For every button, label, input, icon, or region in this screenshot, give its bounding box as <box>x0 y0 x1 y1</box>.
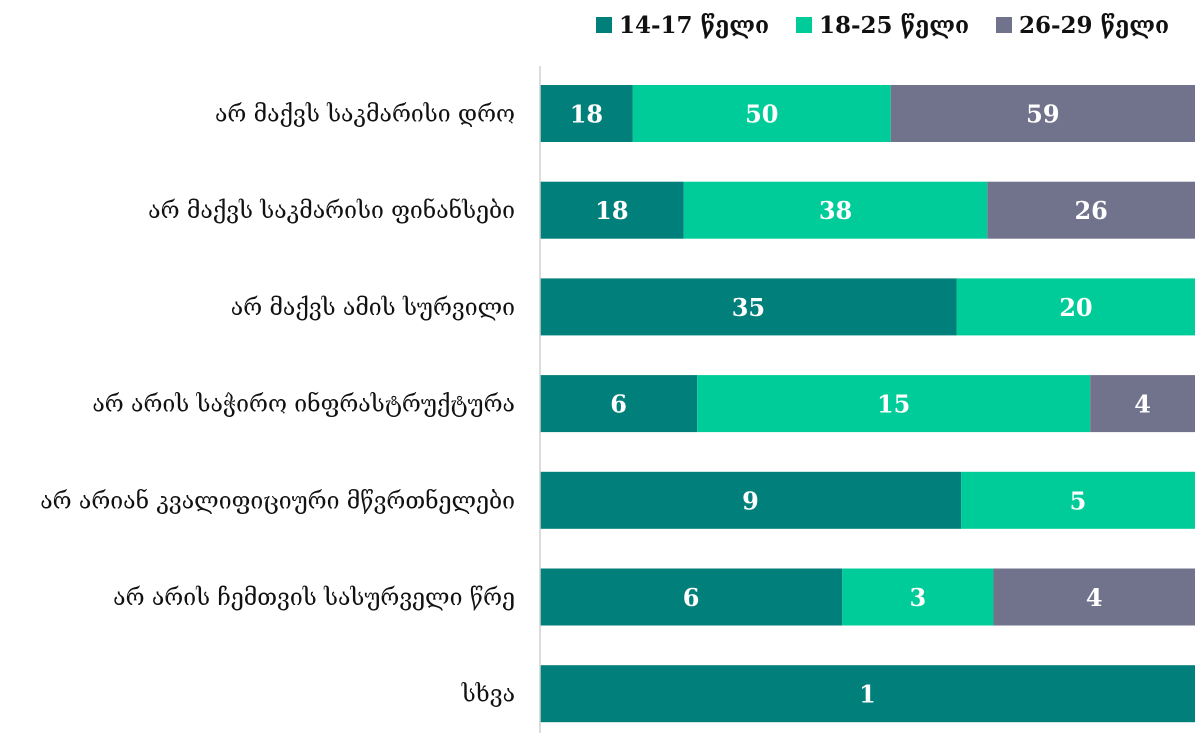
data-label: 5 <box>1070 486 1087 515</box>
legend-swatch-2 <box>796 17 812 33</box>
bar-segment-row-1-series-3 <box>890 85 1195 142</box>
category-label: არ მაქვს საკმარისი ფინანსები <box>148 198 515 224</box>
legend-swatch-1 <box>596 17 612 33</box>
category-label: არ არის საჭირო ინფრასტრუქტურა <box>92 392 515 418</box>
bar-segment-row-3-series-2 <box>956 278 1195 336</box>
category-label: არ მაქვს საკმარისი დრო <box>215 102 515 128</box>
data-label: 18 <box>595 196 628 225</box>
data-label: 1 <box>859 680 876 709</box>
legend-label-1: 14-17 წელი <box>619 12 769 39</box>
bar-segment-row-4-series-2 <box>697 375 1091 433</box>
category-label: არ არიან კვალიფიციური მწვრთნელები <box>40 488 515 514</box>
bar-segment-row-3-series-1 <box>540 278 957 336</box>
bar-segment-row-6-series-1 <box>540 568 843 626</box>
bar-segment-row-7-series-1 <box>540 665 1195 723</box>
data-label: 9 <box>742 486 759 515</box>
data-label: 4 <box>1134 390 1151 419</box>
category-labels: არ მაქვს საკმარისი დრო არ მაქვს საკმარისი… <box>40 102 515 708</box>
data-label: 18 <box>570 100 603 129</box>
bars: 18 50 59 18 38 26 35 20 6 15 4 9 5 6 3 4 1 <box>540 85 1195 723</box>
data-label: 4 <box>1086 583 1103 612</box>
bar-segment-row-5-series-1 <box>540 471 962 529</box>
legend-label-3: 26-29 წელი <box>1019 12 1169 39</box>
data-label: 15 <box>877 390 910 419</box>
data-label: 6 <box>683 583 700 612</box>
data-label: 6 <box>610 390 627 419</box>
bar-segment-row-2-series-2 <box>683 181 988 239</box>
data-label: 50 <box>745 100 778 129</box>
data-label: 59 <box>1026 100 1059 129</box>
data-label: 20 <box>1059 293 1092 322</box>
legend-swatch-3 <box>996 17 1012 33</box>
legend: 14-17 წელი 18-25 წელი 26-29 წელი <box>596 12 1169 39</box>
bar-segment-row-4-series-3 <box>1090 375 1195 433</box>
bar-segment-row-4-series-1 <box>540 375 698 433</box>
data-label: 35 <box>732 293 765 322</box>
bar-segment-row-6-series-2 <box>842 568 994 626</box>
bar-segment-row-6-series-3 <box>993 568 1195 626</box>
category-label: არ არის ჩემთვის სასურველი წრე <box>113 585 515 611</box>
data-label: 38 <box>819 196 852 225</box>
bar-segment-row-1-series-2 <box>632 85 891 142</box>
data-label: 3 <box>910 583 927 612</box>
bar-segment-row-5-series-2 <box>961 471 1195 529</box>
bar-segment-row-2-series-3 <box>987 181 1195 239</box>
data-label: 26 <box>1074 196 1107 225</box>
bar-segment-row-2-series-1 <box>540 181 684 239</box>
category-label: სხვა <box>461 682 515 708</box>
bar-segment-row-1-series-1 <box>540 85 633 142</box>
legend-label-2: 18-25 წელი <box>819 12 969 39</box>
category-label: არ მაქვს ამის სურვილი <box>231 295 515 321</box>
